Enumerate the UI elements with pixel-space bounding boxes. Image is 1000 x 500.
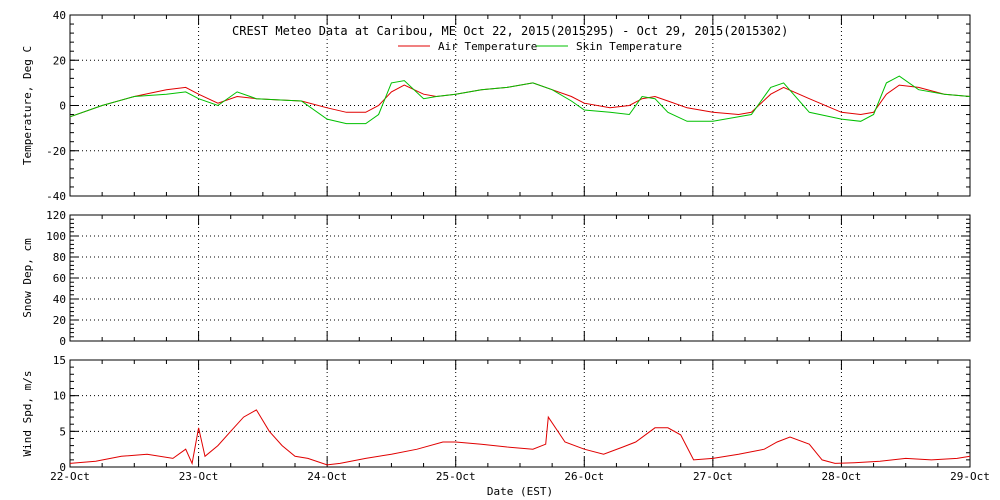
y-tick-label: 120 [46,209,66,222]
panel-1: -40 -20 0 20 40 Temperature, Deg C [21,9,971,203]
legend: Air Temperature Skin Temperature [398,40,682,53]
y-axis-label: Wind Spd, m/s [21,370,34,456]
y-tick-label: 80 [53,251,66,264]
y-tick-label: 0 [59,100,66,113]
y-tick-label: 5 [59,425,66,438]
x-tick-label: 24-Oct [307,470,347,483]
x-tick-label: 29-Oct [950,470,990,483]
series-line-wind-speed [69,409,971,466]
y-tick-label: 40 [53,293,66,306]
x-axis-label: Date (EST) [487,485,553,498]
y-axis-label: Snow Dep, cm [21,238,34,318]
panel-2: 0 20 40 60 80 100 120 Snow Dep, cm [21,209,971,348]
y-tick-label: 0 [59,335,66,348]
x-tick-label: 25-Oct [436,470,476,483]
legend-label: Air Temperature [438,40,537,53]
y-tick-label: 10 [53,390,66,403]
y-tick-label: 20 [53,314,66,327]
y-tick-label: -20 [46,145,66,158]
y-tick-label: -40 [46,190,66,203]
y-tick-label: 40 [53,9,66,22]
x-tick-label: 23-Oct [179,470,219,483]
panel-3: 0 5 10 15 Wind Spd, m/s [21,354,971,474]
series-line-skin-temperature [69,75,971,125]
y-tick-label: 20 [53,54,66,67]
y-axis-label: Temperature, Deg C [21,46,34,165]
x-tick-label: 28-Oct [822,470,862,483]
legend-label: Skin Temperature [576,40,682,53]
chart-title: CREST Meteo Data at Caribou, ME Oct 22, … [232,24,788,38]
y-tick-label: 15 [53,354,66,367]
x-tick-label: 26-Oct [564,470,604,483]
y-tick-label: 60 [53,272,66,285]
y-tick-label: 100 [46,230,66,243]
x-tick-label: 22-Oct [50,470,90,483]
x-tick-label: 27-Oct [693,470,733,483]
panels: -40 -20 0 20 40 Temperature, Deg C 0 20 40 60 80 10… [21,9,990,498]
y-tick-label: 0 [59,461,66,474]
